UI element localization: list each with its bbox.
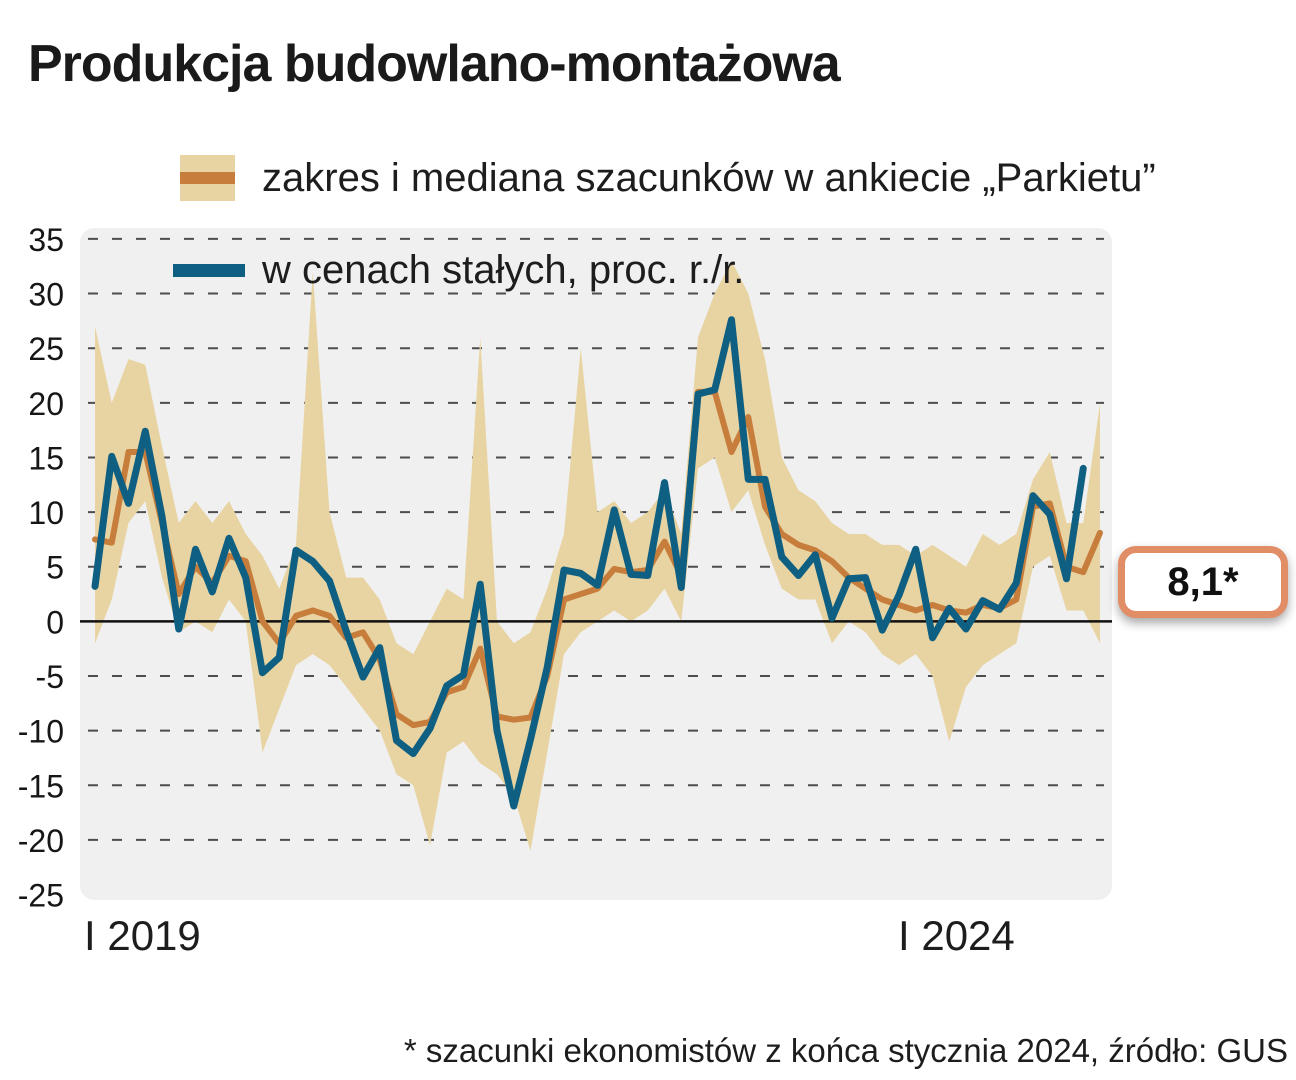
legend-item-range: zakres i mediana szacunków w ankiecie „P… bbox=[173, 152, 1156, 204]
estimate-range-band bbox=[95, 260, 1100, 851]
actual-output-line bbox=[91, 316, 1087, 810]
latest-estimate-badge: 8,1* bbox=[1118, 546, 1288, 618]
y-tick-label: 35 bbox=[28, 222, 64, 258]
x-axis-label-2024: I 2024 bbox=[898, 912, 1015, 959]
legend-item-actual: w cenach stałych, proc. r./r. bbox=[173, 244, 1156, 296]
x-axis-label-2019: I 2019 bbox=[84, 912, 201, 959]
y-tick-label: 25 bbox=[28, 331, 64, 367]
legend-label-actual: w cenach stałych, proc. r./r. bbox=[262, 247, 745, 292]
y-tick-label: 10 bbox=[28, 495, 64, 531]
page-title: Produkcja budowlano-montażowa bbox=[28, 35, 841, 93]
median-line-swatch-icon bbox=[180, 172, 235, 184]
y-tick-label: -15 bbox=[18, 768, 64, 804]
y-tick-label: 5 bbox=[46, 550, 64, 586]
source-footnote: * szacunki ekonomistów z końca stycznia … bbox=[403, 1032, 1288, 1069]
y-tick-label: 15 bbox=[28, 440, 64, 476]
latest-estimate-value: 8,1* bbox=[1167, 559, 1239, 604]
legend: zakres i mediana szacunków w ankiecie „P… bbox=[173, 152, 1156, 296]
y-tick-label: 0 bbox=[46, 604, 64, 640]
y-tick-label: -5 bbox=[36, 659, 64, 695]
range-band-swatch-icon bbox=[180, 155, 235, 201]
legend-label-range: zakres i mediana szacunków w ankiecie „P… bbox=[262, 155, 1156, 200]
y-tick-label: -20 bbox=[18, 823, 64, 859]
y-tick-label: 20 bbox=[28, 386, 64, 422]
y-tick-label: -25 bbox=[18, 878, 64, 914]
actual-line-swatch-icon bbox=[173, 263, 245, 277]
y-tick-label: -10 bbox=[18, 714, 64, 750]
y-tick-label: 30 bbox=[28, 277, 64, 313]
